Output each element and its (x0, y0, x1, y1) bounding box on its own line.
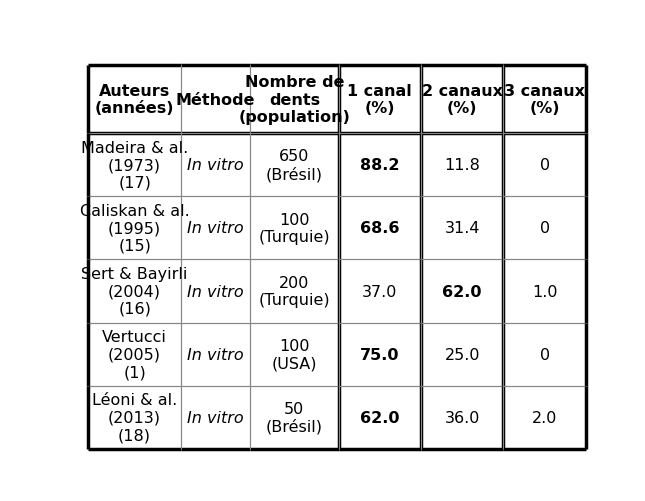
Text: 200
(Turquie): 200 (Turquie) (259, 275, 330, 308)
Bar (181, 323, 250, 386)
Bar (250, 197, 339, 260)
Text: 3 canaux
(%): 3 canaux (%) (504, 84, 585, 116)
Bar (250, 66, 339, 134)
Text: 0: 0 (540, 347, 550, 362)
Text: In vitro: In vitro (187, 158, 244, 173)
Bar (88, 260, 181, 323)
Bar (504, 386, 586, 449)
Bar (181, 197, 250, 260)
Text: Nombre de
dents
(population): Nombre de dents (population) (239, 75, 350, 125)
Text: Méthode: Méthode (175, 93, 255, 108)
Bar (88, 134, 181, 197)
Text: 0: 0 (540, 158, 550, 173)
Text: 0: 0 (540, 221, 550, 236)
Bar (504, 66, 586, 134)
Text: Caliskan & al.
(1995)
(15): Caliskan & al. (1995) (15) (80, 203, 190, 254)
Text: In vitro: In vitro (187, 284, 244, 299)
Bar (88, 323, 181, 386)
Bar (421, 66, 504, 134)
Text: Léoni & al.
(2013)
(18): Léoni & al. (2013) (18) (92, 393, 177, 442)
Bar (504, 134, 586, 197)
Text: 37.0: 37.0 (362, 284, 397, 299)
Text: 75.0: 75.0 (360, 347, 400, 362)
Bar (339, 134, 421, 197)
Bar (88, 66, 181, 134)
Text: 2 canaux
(%): 2 canaux (%) (422, 84, 502, 116)
Bar (421, 323, 504, 386)
Text: 2.0: 2.0 (532, 410, 557, 425)
Bar (181, 134, 250, 197)
Bar (181, 66, 250, 134)
Text: In vitro: In vitro (187, 221, 244, 236)
Text: 31.4: 31.4 (444, 221, 480, 236)
Bar (504, 260, 586, 323)
Text: 11.8: 11.8 (444, 158, 480, 173)
Text: 50
(Brésil): 50 (Brésil) (266, 401, 323, 434)
Bar (181, 386, 250, 449)
Bar (250, 134, 339, 197)
Text: Sert & Bayirli
(2004)
(16): Sert & Bayirli (2004) (16) (81, 267, 188, 316)
Bar (421, 134, 504, 197)
Bar (181, 260, 250, 323)
Text: Auteurs
(années): Auteurs (années) (95, 84, 174, 116)
Text: 68.6: 68.6 (360, 221, 400, 236)
Bar (504, 197, 586, 260)
Bar (339, 260, 421, 323)
Bar (421, 197, 504, 260)
Text: In vitro: In vitro (187, 347, 244, 362)
Text: 1.0: 1.0 (532, 284, 557, 299)
Text: 88.2: 88.2 (360, 158, 400, 173)
Bar (339, 197, 421, 260)
Bar (250, 323, 339, 386)
Bar (339, 386, 421, 449)
Text: 62.0: 62.0 (360, 410, 400, 425)
Bar (250, 386, 339, 449)
Text: 62.0: 62.0 (442, 284, 482, 299)
Text: 36.0: 36.0 (444, 410, 480, 425)
Text: In vitro: In vitro (187, 410, 244, 425)
Text: Vertucci
(2005)
(1): Vertucci (2005) (1) (102, 330, 167, 379)
Bar (339, 66, 421, 134)
Bar (88, 386, 181, 449)
Text: 650
(Brésil): 650 (Brésil) (266, 149, 323, 182)
Bar (250, 260, 339, 323)
Text: 1 canal
(%): 1 canal (%) (348, 84, 412, 116)
Text: 100
(Turquie): 100 (Turquie) (259, 212, 330, 244)
Text: 25.0: 25.0 (444, 347, 480, 362)
Bar (339, 323, 421, 386)
Text: 100
(USA): 100 (USA) (272, 338, 317, 371)
Bar (421, 260, 504, 323)
Bar (504, 323, 586, 386)
Text: Madeira & al.
(1973)
(17): Madeira & al. (1973) (17) (81, 141, 188, 190)
Bar (88, 197, 181, 260)
Bar (421, 386, 504, 449)
